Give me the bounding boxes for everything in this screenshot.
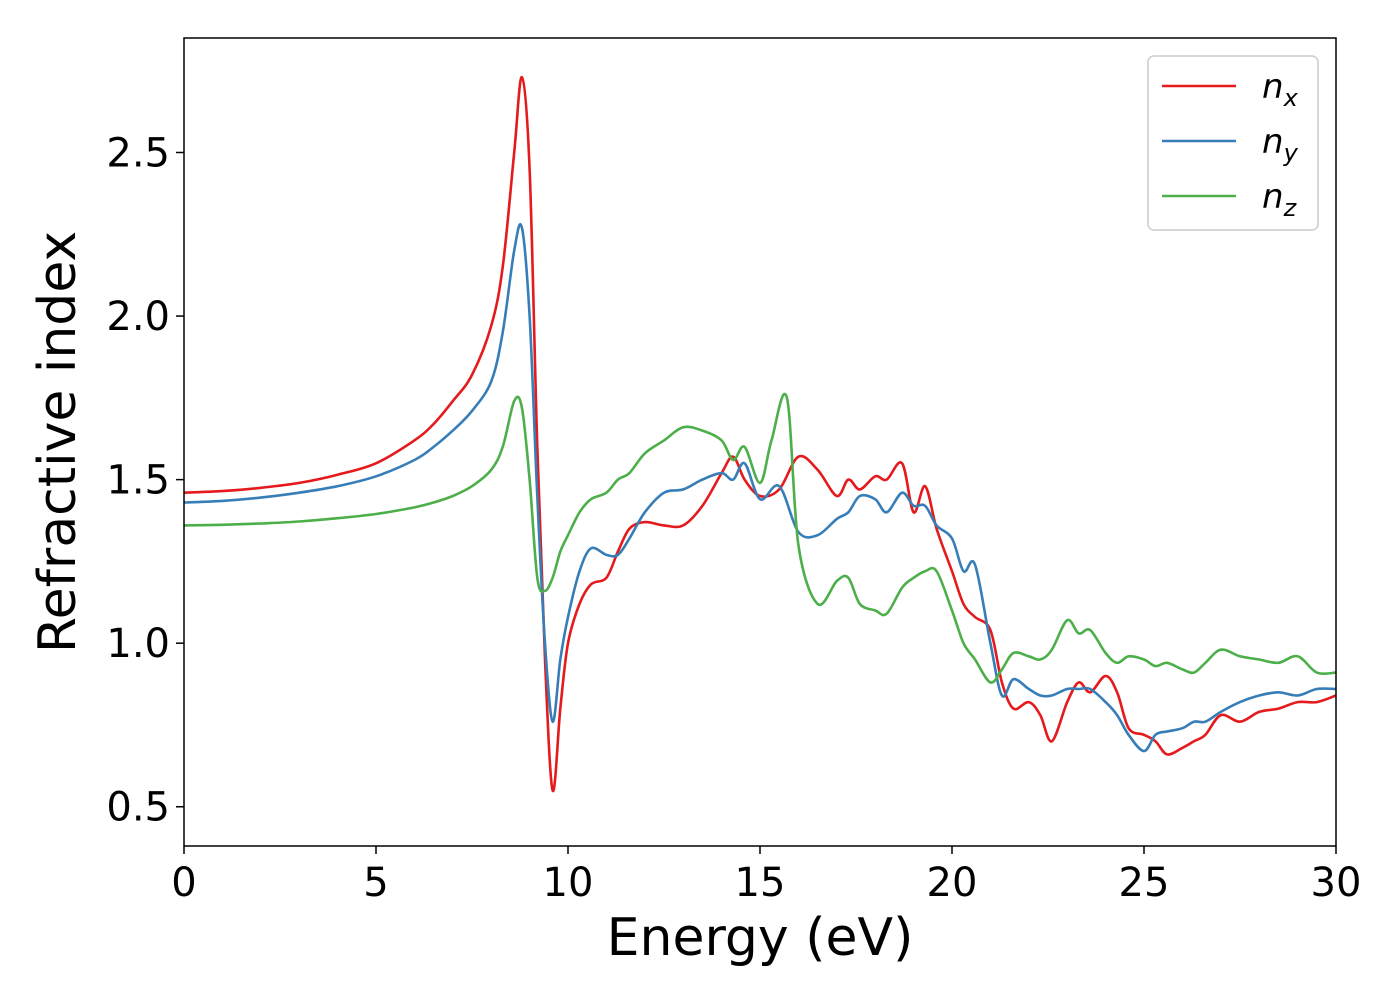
series-line-ny <box>184 222 1336 753</box>
y-tick-label: 1.5 <box>106 458 170 504</box>
x-tick-label: 10 <box>543 860 594 906</box>
x-axis-ticks: 0 5 10 15 20 25 30 <box>171 846 1361 906</box>
legend-label-nx: nx <box>1262 67 1299 112</box>
x-tick-label: 30 <box>1311 860 1362 906</box>
x-tick-label: 25 <box>1119 860 1170 906</box>
y-tick-label: 1.0 <box>106 621 170 667</box>
x-tick-label: 5 <box>363 860 388 906</box>
legend-label-ny: ny <box>1262 122 1299 167</box>
legend-label-nz: nz <box>1262 177 1298 222</box>
y-axis-ticks: 0.5 1.0 1.5 2.0 2.5 <box>106 130 184 831</box>
legend: nx ny nz <box>1147 55 1319 231</box>
series-line-nz <box>184 392 1336 684</box>
series-line-nx <box>184 75 1336 793</box>
y-axis-label: Refractive index <box>28 231 88 653</box>
plot-lines <box>184 75 1336 793</box>
x-tick-label: 0 <box>171 860 196 906</box>
x-tick-label: 20 <box>927 860 978 906</box>
y-tick-label: 0.5 <box>106 785 170 831</box>
y-tick-label: 2.5 <box>106 130 170 176</box>
y-tick-label: 2.0 <box>106 294 170 340</box>
x-tick-label: 15 <box>735 860 786 906</box>
x-axis-label: Energy (eV) <box>607 908 914 968</box>
legend-box <box>1147 55 1319 231</box>
